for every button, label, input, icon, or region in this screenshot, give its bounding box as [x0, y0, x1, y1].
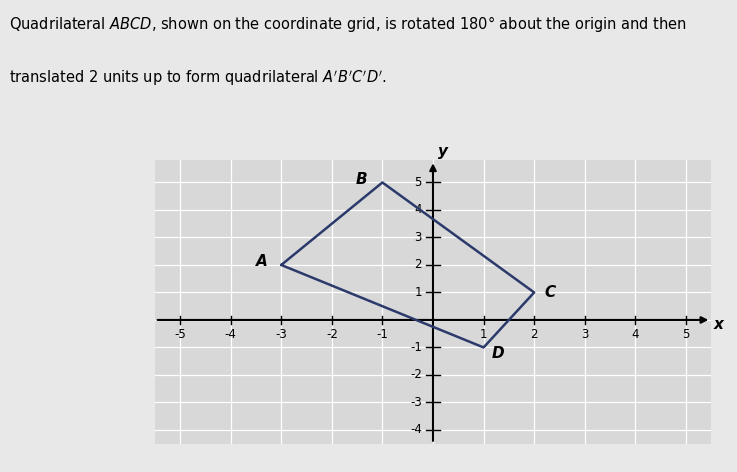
Text: -3: -3: [276, 328, 287, 341]
Text: -1: -1: [410, 341, 422, 354]
Text: 1: 1: [414, 286, 422, 299]
Text: 4: 4: [632, 328, 639, 341]
Text: 5: 5: [414, 176, 422, 189]
Text: 2: 2: [531, 328, 538, 341]
Text: C: C: [545, 285, 556, 300]
Text: x: x: [713, 317, 724, 332]
Text: -2: -2: [410, 369, 422, 381]
Text: B: B: [355, 172, 367, 187]
Text: 2: 2: [414, 259, 422, 271]
Text: A: A: [256, 254, 268, 269]
Text: -1: -1: [377, 328, 388, 341]
Text: 5: 5: [682, 328, 690, 341]
Text: -3: -3: [410, 396, 422, 409]
Text: -5: -5: [174, 328, 186, 341]
Text: D: D: [492, 346, 504, 361]
Text: -4: -4: [225, 328, 237, 341]
Text: 1: 1: [480, 328, 487, 341]
Text: -4: -4: [410, 423, 422, 437]
Text: 4: 4: [414, 203, 422, 217]
Text: y: y: [438, 144, 448, 159]
Text: 3: 3: [581, 328, 588, 341]
Text: -2: -2: [326, 328, 338, 341]
Text: translated 2 units up to form quadrilateral $\mathit{A'B'C'D'}$.: translated 2 units up to form quadrilate…: [9, 68, 387, 88]
Text: 3: 3: [414, 231, 422, 244]
Text: Quadrilateral $\mathit{ABCD}$, shown on the coordinate grid, is rotated 180$\deg: Quadrilateral $\mathit{ABCD}$, shown on …: [9, 14, 687, 34]
